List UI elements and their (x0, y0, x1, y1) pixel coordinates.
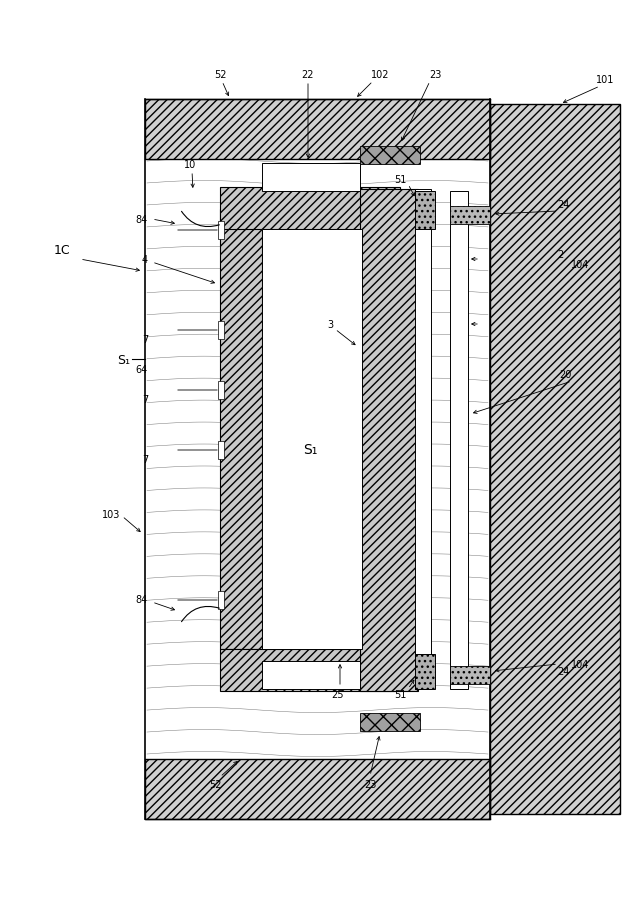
Text: 84: 84 (136, 595, 148, 605)
Text: 104: 104 (571, 260, 589, 269)
Text: 51: 51 (395, 175, 407, 185)
Bar (360, 713, 420, 732)
Bar (145, 759, 490, 819)
Text: 23: 23 (364, 779, 376, 789)
Text: 22: 22 (301, 70, 314, 80)
Bar (218, 221, 224, 240)
Bar (218, 441, 224, 460)
Text: 3: 3 (327, 320, 333, 330)
Text: 52: 52 (214, 70, 227, 80)
Text: 51: 51 (395, 689, 407, 699)
Text: 10: 10 (184, 160, 196, 170)
Bar (218, 381, 224, 400)
Text: 104: 104 (571, 659, 589, 669)
Text: 7: 7 (141, 394, 148, 404)
Text: 2: 2 (557, 250, 563, 260)
Text: 20: 20 (559, 369, 571, 380)
Bar (262, 164, 360, 192)
Bar (220, 210, 262, 650)
Bar (360, 190, 418, 691)
Bar (218, 591, 224, 609)
Text: 7: 7 (141, 335, 148, 345)
Bar (490, 105, 620, 814)
Text: 25: 25 (332, 689, 344, 699)
Text: 24: 24 (557, 666, 569, 676)
Text: 24: 24 (557, 199, 569, 210)
Bar (450, 192, 468, 689)
Bar (415, 192, 435, 230)
Text: S₁: S₁ (303, 443, 317, 457)
Bar (220, 187, 400, 230)
Bar (360, 147, 420, 165)
Bar (450, 666, 490, 685)
Text: 23: 23 (429, 70, 441, 80)
Text: 64: 64 (136, 365, 148, 375)
Bar (145, 100, 490, 160)
Bar (262, 662, 360, 689)
Text: 84: 84 (136, 215, 148, 225)
Text: 4: 4 (142, 255, 148, 265)
Bar (415, 190, 431, 689)
Bar (415, 654, 435, 689)
Text: S₁: S₁ (117, 353, 130, 366)
Text: 1C: 1C (54, 244, 70, 256)
Bar (450, 207, 490, 225)
Text: 101: 101 (596, 75, 614, 85)
Bar (220, 650, 400, 691)
Text: 52: 52 (209, 779, 221, 789)
Text: 102: 102 (371, 70, 389, 80)
Bar (262, 230, 362, 650)
Text: 7: 7 (141, 455, 148, 464)
Bar (218, 322, 224, 340)
Text: 103: 103 (102, 509, 120, 519)
